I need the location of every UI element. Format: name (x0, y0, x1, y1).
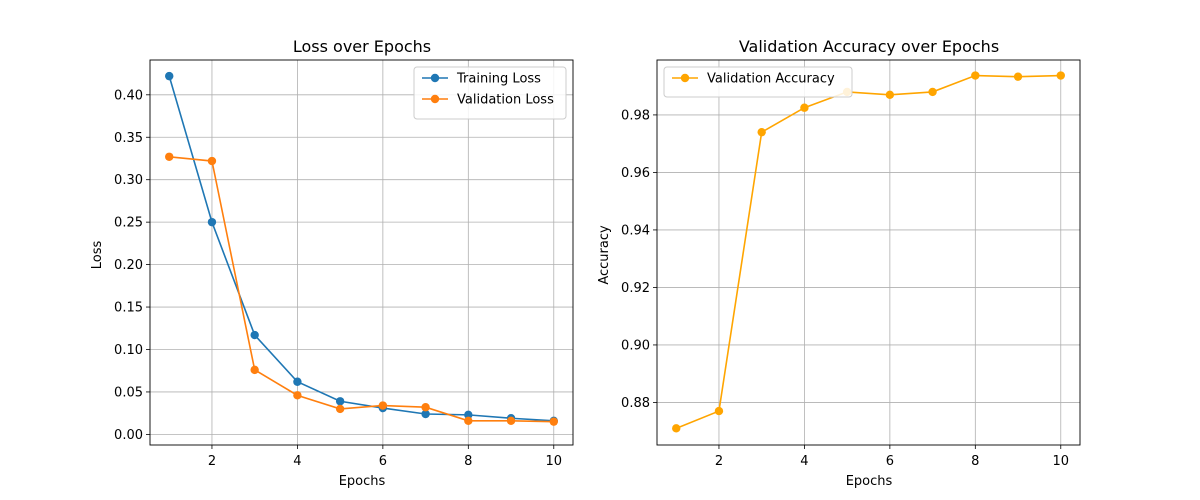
legend-marker (430, 94, 440, 104)
x-tick-label: 10 (545, 454, 562, 469)
data-point (1013, 72, 1023, 81)
legend-label: Validation Loss (457, 93, 554, 108)
data-point (464, 416, 473, 426)
series-line (675, 74, 1061, 430)
y-tick-label: 0.96 (621, 166, 650, 181)
x-axis-label: Epochs (339, 474, 386, 489)
plot-frame (149, 59, 574, 446)
y-tick-label: 0.90 (621, 338, 650, 353)
y-axis-label: Accuracy (597, 225, 612, 285)
data-point (250, 330, 259, 340)
data-point (207, 156, 217, 166)
data-point (293, 377, 302, 386)
legend-marker (680, 73, 690, 83)
x-tick-label: 2 (715, 454, 723, 469)
data-point (335, 404, 345, 414)
data-point (421, 409, 430, 419)
y-tick-label: 0.25 (114, 216, 143, 231)
data-point (1056, 71, 1065, 80)
y-tick-label: 0.92 (621, 281, 650, 296)
series-line (169, 155, 554, 423)
legend: Validation Accuracy (663, 66, 853, 98)
y-tick-label: 0.98 (621, 108, 650, 123)
y-tick-label: 0.35 (114, 131, 143, 146)
y-tick-label: 0.00 (114, 428, 143, 443)
data-point (885, 90, 895, 99)
x-tick-label: 6 (379, 454, 387, 469)
legend-label: Validation Accuracy (707, 72, 835, 87)
y-tick-label: 0.20 (114, 258, 143, 273)
data-point (250, 365, 259, 375)
data-point (335, 397, 345, 406)
x-tick-label: 8 (971, 454, 979, 469)
y-tick-label: 0.94 (621, 223, 650, 238)
data-point (757, 127, 766, 137)
data-point (293, 391, 302, 400)
x-tick-label: 8 (464, 454, 472, 469)
data-point (421, 403, 430, 412)
x-tick-label: 10 (1052, 454, 1069, 469)
data-point (165, 71, 174, 81)
data-point (549, 417, 558, 426)
x-axis-label: Epochs (846, 474, 893, 489)
y-tick-label: 0.30 (114, 173, 143, 188)
x-tick-label: 4 (293, 454, 301, 469)
y-tick-label: 0.10 (114, 343, 143, 358)
legend-box (663, 66, 853, 98)
x-tick-label: 2 (208, 454, 216, 469)
data-point (714, 406, 724, 416)
data-point (672, 424, 681, 433)
y-tick-label: 0.40 (114, 88, 143, 103)
legend-box (413, 66, 567, 120)
data-point (207, 217, 217, 227)
series-line (168, 75, 554, 422)
legend-marker (430, 73, 440, 83)
y-axis-label: Loss (90, 241, 105, 270)
loss-chart: Loss over Epochs Epochs Loss 2 4 6 8 10 0.00 0… (90, 37, 574, 489)
plot-frame (656, 59, 1081, 446)
y-tick-label: 0.88 (621, 396, 650, 411)
accuracy-chart: Validation Accuracy over Epochs Epochs A… (597, 37, 1081, 489)
data-point (506, 416, 516, 426)
data-point (971, 71, 980, 80)
y-tick-label: 0.15 (114, 301, 143, 316)
data-point (928, 87, 937, 97)
legend-label: Training Loss (456, 72, 541, 87)
data-point (800, 103, 809, 112)
y-tick-label: 0.05 (114, 385, 143, 400)
chart-title: Validation Accuracy over Epochs (739, 37, 999, 56)
chart-title: Loss over Epochs (293, 37, 431, 56)
data-point (378, 401, 388, 410)
x-tick-label: 4 (800, 454, 808, 469)
legend: Training Loss Validation Loss (413, 66, 567, 120)
data-point (165, 152, 174, 161)
data-point (464, 410, 473, 420)
x-tick-label: 6 (886, 454, 894, 469)
